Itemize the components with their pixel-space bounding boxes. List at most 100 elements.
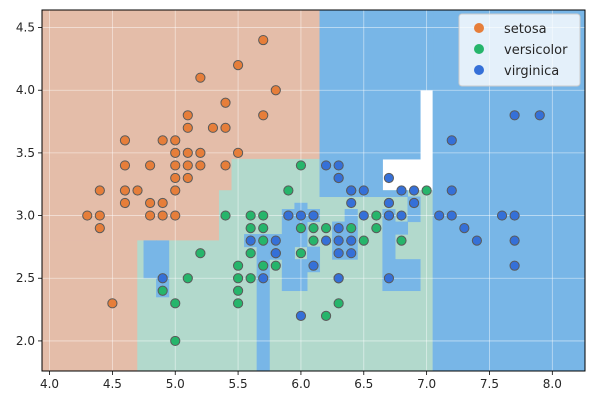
grid-lines [42, 10, 585, 371]
legend-label-versicolor: versicolor [504, 43, 568, 58]
point-setosa [170, 135, 181, 146]
point-setosa [195, 147, 206, 158]
point-versicolor [320, 223, 332, 234]
point-versicolor [421, 185, 432, 196]
point-virginica [446, 185, 457, 196]
point-virginica [320, 160, 332, 171]
point-virginica [383, 197, 395, 209]
point-virginica [509, 260, 520, 271]
point-setosa [157, 210, 168, 221]
point-setosa [182, 172, 193, 184]
point-virginica [333, 273, 344, 284]
legend-marker-virginica [474, 65, 484, 75]
axis-ticks: 4.0 4.5 5.0 5.5 6.0 6.5 7.0 7.5 8.0 2.0 2.5 3.0 3.5 4… [16, 21, 562, 391]
point-virginica [346, 235, 357, 246]
point-versicolor [308, 223, 319, 234]
point-virginica [408, 197, 420, 209]
point-versicolor [232, 298, 244, 309]
point-setosa [170, 160, 181, 171]
y-tick-label: 2.0 [16, 334, 35, 348]
x-tick-label: 5.0 [166, 377, 185, 391]
point-setosa [94, 210, 105, 221]
x-tick-label: 7.0 [417, 377, 436, 391]
y-tick-label: 3.5 [16, 146, 35, 160]
point-setosa [144, 160, 156, 171]
point-virginica [459, 223, 470, 234]
legend-label-virginica: virginica [504, 64, 559, 79]
x-tick-label: 6.5 [354, 377, 373, 391]
point-virginica [396, 210, 407, 221]
point-setosa [270, 85, 281, 96]
point-setosa [144, 210, 156, 221]
point-setosa [157, 197, 168, 209]
region-virginica [344, 209, 358, 260]
region-virginica [143, 240, 157, 279]
point-virginica [283, 210, 294, 221]
point-versicolor [232, 273, 244, 284]
point-versicolor [220, 210, 231, 221]
legend-marker-setosa [474, 23, 484, 33]
x-tick-label: 7.5 [480, 377, 499, 391]
point-virginica [333, 223, 344, 234]
point-virginica [270, 235, 281, 246]
point-setosa [207, 122, 219, 133]
point-virginica [446, 210, 457, 221]
point-virginica [270, 248, 281, 259]
point-virginica [408, 185, 420, 196]
point-versicolor [258, 223, 269, 234]
region-setosa [42, 10, 321, 160]
point-virginica [383, 210, 395, 221]
point-setosa [195, 160, 206, 171]
point-virginica [308, 210, 319, 221]
x-tick-label: 5.5 [229, 377, 248, 391]
point-setosa [182, 160, 193, 171]
point-versicolor [371, 223, 382, 234]
point-virginica [509, 210, 520, 221]
point-setosa [195, 72, 206, 83]
point-virginica [396, 185, 407, 196]
point-versicolor [258, 260, 269, 271]
point-versicolor [232, 285, 244, 296]
region-versicolor [231, 158, 321, 191]
point-versicolor [333, 298, 344, 309]
region-virginica [394, 259, 421, 292]
point-versicolor [258, 235, 269, 246]
point-versicolor [157, 285, 168, 296]
x-tick-label: 6.0 [291, 377, 310, 391]
point-virginica [258, 273, 269, 284]
point-setosa [94, 185, 105, 196]
point-virginica [308, 260, 319, 271]
point-versicolor [170, 298, 181, 309]
point-setosa [119, 185, 131, 196]
region-virginica [382, 190, 409, 198]
point-versicolor [295, 248, 307, 259]
point-setosa [170, 210, 181, 221]
region-virginica [319, 10, 421, 160]
point-virginica [496, 210, 508, 221]
point-setosa [258, 110, 269, 121]
point-setosa [119, 197, 131, 209]
y-tick-label: 3.0 [16, 209, 35, 223]
data-points [82, 34, 545, 347]
plot-frame [41, 9, 586, 372]
point-virginica [346, 185, 357, 196]
point-versicolor [358, 235, 369, 246]
point-virginica [295, 210, 307, 221]
point-virginica [358, 210, 369, 221]
region-virginica [382, 209, 396, 292]
point-virginica [446, 135, 457, 146]
y-tick-label: 2.5 [16, 271, 35, 285]
point-setosa [144, 197, 156, 209]
region-virginica [394, 221, 409, 235]
point-versicolor [320, 310, 332, 321]
point-virginica [295, 310, 307, 321]
point-setosa [182, 147, 193, 158]
point-virginica [346, 248, 357, 259]
y-tick-label: 4.0 [16, 83, 35, 97]
point-virginica [471, 235, 483, 246]
point-setosa [258, 34, 269, 46]
point-versicolor [245, 248, 256, 259]
point-setosa [220, 160, 231, 171]
point-virginica [509, 235, 520, 246]
point-versicolor [295, 160, 307, 171]
